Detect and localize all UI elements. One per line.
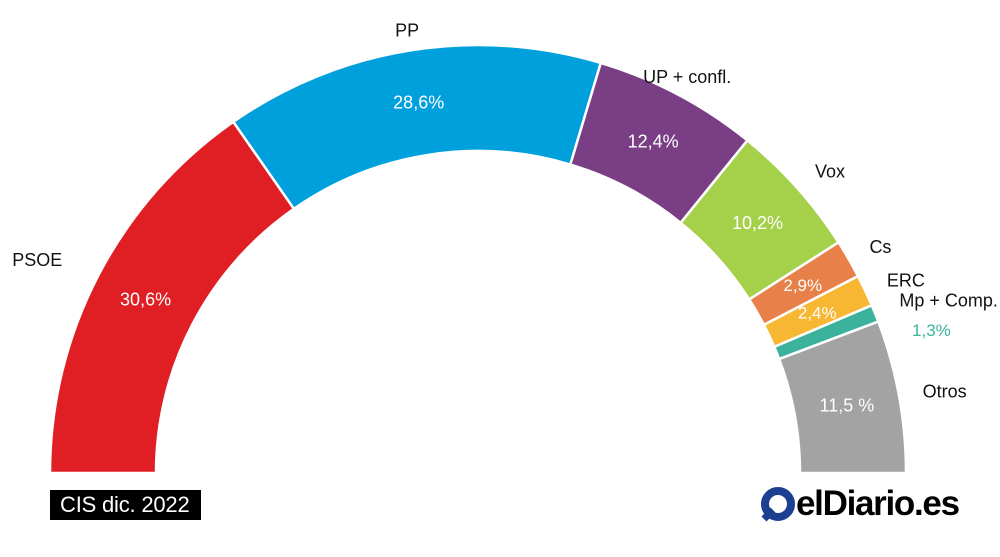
category-label-pp: PP [395, 21, 419, 41]
slice-otros [777, 319, 908, 475]
value-label-pp: 28,6% [393, 93, 444, 113]
chart-slices [48, 43, 908, 475]
value-label-cs: 2,9% [783, 276, 822, 295]
logo-text: elDiario.es [796, 484, 960, 523]
slice-psoe [48, 120, 296, 475]
category-label-cs: Cs [869, 237, 891, 257]
value-label-mp-comp: 1,3% [912, 321, 951, 340]
category-label-erc: ERC [887, 270, 925, 290]
category-label-mp-comp: Mp + Comp. [899, 290, 998, 310]
source-badge: CIS dic. 2022 [50, 490, 202, 520]
category-label-otros: Otros [923, 382, 967, 402]
value-label-otros: 11,5 % [820, 396, 875, 416]
category-label-vox: Vox [815, 162, 845, 182]
chart-labels: 30,6% PSOE 28,6% PP 12,4% UP + confl. 10,2% Vox… [12, 21, 998, 416]
value-label-vox: 10,2% [732, 213, 783, 233]
category-label-psoe: PSOE [12, 250, 62, 270]
value-label-up-confl: 12,4% [628, 131, 679, 151]
eldiario-logo: elDiario.es [760, 484, 960, 524]
value-label-psoe: 30,6% [120, 289, 171, 309]
value-label-erc: 2,4% [798, 304, 837, 323]
slice-pp [231, 43, 603, 211]
category-label-up-confl: UP + confl. [643, 67, 731, 87]
eldiario-o-icon [761, 487, 795, 522]
